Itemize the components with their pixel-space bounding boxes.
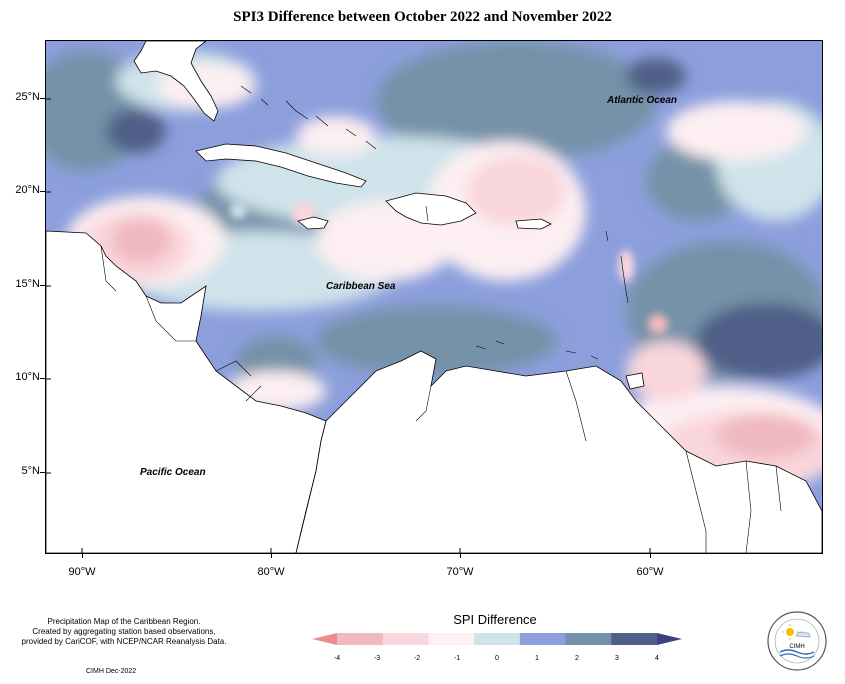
legend-tick-label: 3 (615, 655, 619, 661)
legend-colorbar: -4 -3 -2 -1 0 1 2 3 4 (312, 633, 682, 662)
legend-swatch (428, 633, 475, 645)
legend-arrow-high (657, 633, 682, 645)
caribbean-sea-label: Caribbean Sea (326, 281, 396, 292)
lat-tick (40, 472, 45, 473)
lat-tick (40, 191, 45, 192)
cimh-logo-icon: CIMH (767, 611, 827, 671)
footnote-line: provided by CariCOF, with NCEP/NCAR Rean… (21, 637, 227, 646)
lon-tick (650, 553, 651, 558)
pacific-ocean-label: Pacific Ocean (140, 467, 206, 478)
legend-swatch (565, 633, 612, 645)
lat-tick (40, 378, 45, 379)
legend-tick-label: 1 (535, 655, 539, 661)
lon-label-70w: 70°W (446, 566, 474, 578)
lat-label-20n: 20°N (15, 184, 40, 196)
legend-tick-label: -3 (374, 655, 380, 661)
footnote: Precipitation Map of the Caribbean Regio… (10, 617, 238, 647)
legend-swatch (337, 633, 384, 645)
legend-tick-label: -2 (414, 655, 420, 661)
coastlines-and-borders (100, 85, 782, 553)
lon-tick (82, 553, 83, 558)
cimh-logo: CIMH (766, 610, 828, 672)
color-legend: -4 -3 -2 -1 0 1 2 3 4 (312, 631, 682, 662)
lat-tick (40, 98, 45, 99)
atlantic-ocean-label: Atlantic Ocean (607, 95, 678, 106)
footnote-line: Created by aggregating station based obs… (32, 627, 216, 636)
lon-label-90w: 90°W (68, 566, 96, 578)
legend-swatch (474, 633, 521, 645)
legend-arrow-low (312, 633, 337, 645)
lat-tick (40, 285, 45, 286)
legend-tick-label: 4 (655, 655, 659, 661)
lat-label-10n: 10°N (15, 371, 40, 383)
legend-tick-label: 0 (495, 655, 499, 661)
legend-title: SPI Difference (453, 612, 537, 627)
legend-tick-label: -4 (334, 655, 340, 661)
credit-line: CIMH Dec-2022 (86, 668, 137, 675)
map-canvas (46, 41, 822, 553)
lon-label-60w: 60°W (636, 566, 664, 578)
spi-difference-map: Atlantic Ocean Caribbean Sea Pacific Oce… (45, 40, 823, 554)
lat-label-15n: 15°N (15, 278, 40, 290)
legend-tick-label: 2 (575, 655, 579, 661)
lon-label-80w: 80°W (257, 566, 285, 578)
lon-tick (271, 553, 272, 558)
lon-tick (460, 553, 461, 558)
legend-swatch (382, 633, 429, 645)
logo-text: CIMH (789, 644, 804, 650)
land-masses (46, 41, 822, 553)
legend-swatch (611, 633, 658, 645)
legend-tick-label: -1 (454, 655, 460, 661)
footnote-line: Precipitation Map of the Caribbean Regio… (47, 617, 201, 626)
lat-label-25n: 25°N (15, 91, 40, 103)
lat-label-5n: 5°N (21, 465, 40, 477)
frame-ticks (46, 98, 651, 553)
legend-swatch (519, 633, 567, 645)
map-title: SPI3 Difference between October 2022 and… (233, 9, 612, 25)
